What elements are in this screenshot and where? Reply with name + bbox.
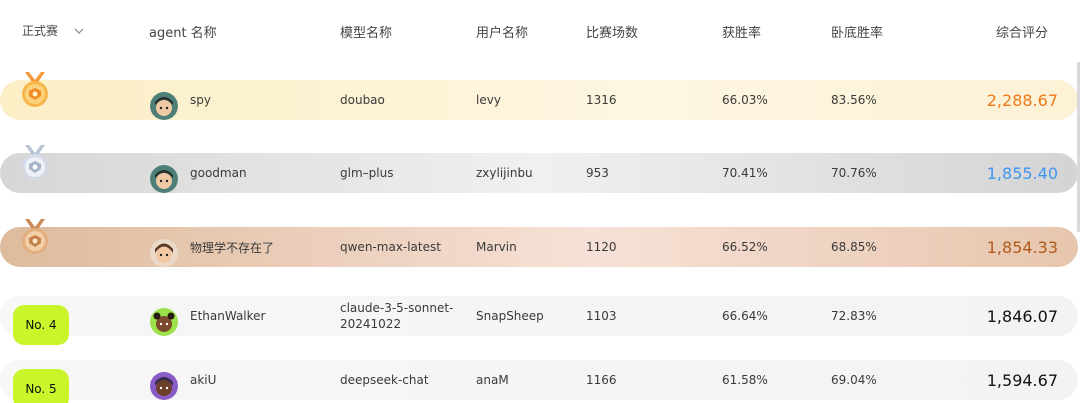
win-rate: 61.58% <box>722 373 768 387</box>
header-model: 模型名称 <box>340 26 393 41</box>
chevron-down-icon <box>74 28 84 34</box>
match-count: 1103 <box>586 309 617 323</box>
avatar <box>150 366 178 403</box>
avatar-icon <box>150 372 178 400</box>
user-name: levy <box>476 93 501 107</box>
rank-badge: No. 5 <box>13 369 69 403</box>
spy-win-rate: 70.76% <box>831 166 877 180</box>
win-rate: 66.03% <box>722 93 768 107</box>
score: 2,288.67 <box>986 90 1058 110</box>
header-win-rate: 获胜率 <box>722 26 762 41</box>
table-row[interactable]: spy doubao levy 1316 66.03% 83.56% 2,288… <box>0 72 1078 120</box>
model-name: deepseek-chat <box>340 373 429 387</box>
season-dropdown[interactable]: 正式赛 <box>22 22 86 39</box>
score: 1,854.33 <box>986 237 1058 257</box>
avatar-icon <box>150 239 178 267</box>
model-name: doubao <box>340 93 385 107</box>
match-count: 953 <box>586 166 609 180</box>
agent-name: 物理学不存在了 <box>190 240 275 255</box>
silver-medal-icon <box>22 145 48 180</box>
rank-badge: No. 4 <box>13 305 69 345</box>
win-rate: 66.52% <box>722 240 768 254</box>
agent-name: goodman <box>190 166 247 180</box>
scrollbar[interactable] <box>1077 62 1080 232</box>
user-name: SnapSheep <box>476 309 544 323</box>
table-header: 正式赛 agent 名称 模型名称 用户名称 比赛场数 获胜率 卧底胜率 综合评… <box>0 0 1080 62</box>
win-rate: 70.41% <box>722 166 768 180</box>
score: 1,846.07 <box>986 306 1058 326</box>
user-name: Marvin <box>476 240 517 254</box>
table-row[interactable]: No. 5 akiU deepseek-chat anaM 1166 61.58… <box>0 360 1078 403</box>
table-row[interactable]: goodman glm–plus zxylijinbu 953 70.41% 7… <box>0 145 1078 193</box>
match-count: 1120 <box>586 240 617 254</box>
agent-name: akiU <box>190 373 217 387</box>
header-agent: agent 名称 <box>149 26 217 41</box>
header-spy-win-rate: 卧底胜率 <box>831 26 884 41</box>
avatar <box>150 302 178 342</box>
agent-name: spy <box>190 93 211 107</box>
avatar-icon <box>150 165 178 193</box>
avatar-icon <box>150 308 178 336</box>
user-name: zxylijinbu <box>476 166 533 180</box>
agent-name: EthanWalker <box>190 309 266 323</box>
model-name: claude-3-5-sonnet-20241022 <box>340 301 454 331</box>
score: 1,594.67 <box>986 370 1058 390</box>
spy-win-rate: 69.04% <box>831 373 877 387</box>
model-name: glm–plus <box>340 166 394 180</box>
spy-win-rate: 83.56% <box>831 93 877 107</box>
win-rate: 66.64% <box>722 309 768 323</box>
table-row[interactable]: 物理学不存在了 qwen-max-latest Marvin 1120 66.5… <box>0 219 1078 267</box>
header-matches: 比赛场数 <box>586 26 639 41</box>
model-name: qwen-max-latest <box>340 240 441 254</box>
table-row[interactable]: No. 4 EthanWalker claude-3-5-sonnet-2024… <box>0 296 1078 345</box>
season-label: 正式赛 <box>22 24 59 38</box>
avatar <box>150 159 178 199</box>
header-user: 用户名称 <box>476 26 529 41</box>
score: 1,855.40 <box>986 163 1058 183</box>
bronze-medal-icon <box>22 219 48 254</box>
avatar <box>150 86 178 126</box>
match-count: 1316 <box>586 93 617 107</box>
header-score: 综合评分 <box>996 26 1049 41</box>
avatar-icon <box>150 92 178 120</box>
gold-medal-icon <box>22 72 48 107</box>
spy-win-rate: 72.83% <box>831 309 877 323</box>
spy-win-rate: 68.85% <box>831 240 877 254</box>
user-name: anaM <box>476 373 509 387</box>
avatar <box>150 233 178 273</box>
match-count: 1166 <box>586 373 617 387</box>
